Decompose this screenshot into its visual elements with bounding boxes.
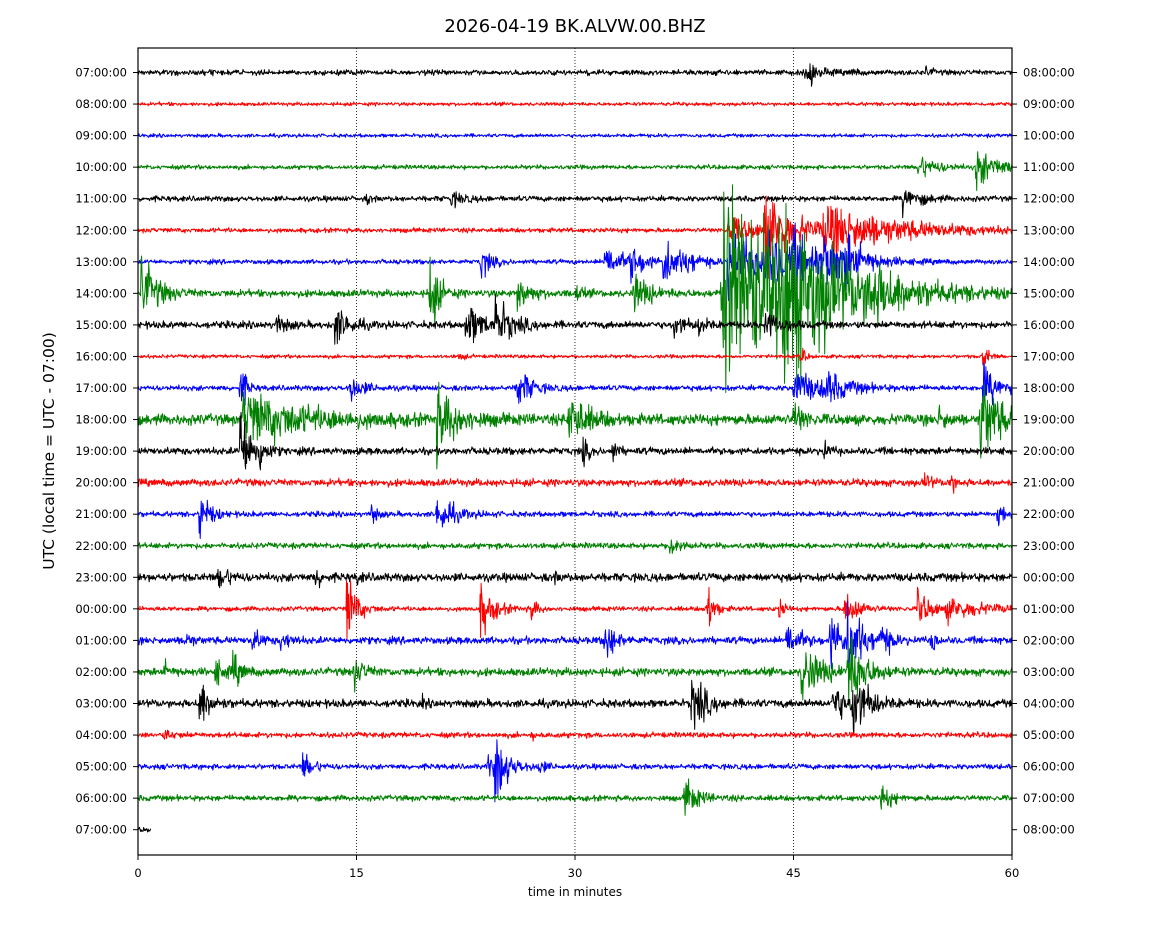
trace-line — [137, 568, 1013, 589]
y-tick-label-right: 07:00:00 — [1023, 791, 1075, 805]
y-tick-label-left: 20:00:00 — [75, 476, 127, 490]
y-tick-label-right: 16:00:00 — [1023, 318, 1075, 332]
x-tick-label: 0 — [134, 866, 141, 880]
ticks-layer: 07:00:00 08:00:00 08:00:00 09:00:00 09:00:00… — [75, 66, 1074, 881]
trace-line — [137, 580, 1013, 641]
y-tick-label-right: 13:00:00 — [1023, 223, 1075, 237]
trace-line — [137, 739, 1012, 803]
y-tick-label-left: 22:00:00 — [75, 539, 127, 553]
x-tick-label: 30 — [568, 866, 583, 880]
y-tick-label-right: 06:00:00 — [1023, 760, 1075, 774]
y-tick-label-left: 03:00:00 — [75, 697, 127, 711]
y-tick-label-left: 04:00:00 — [75, 728, 127, 742]
y-tick-label-left: 18:00:00 — [75, 413, 127, 427]
y-tick-label-right: 18:00:00 — [1023, 381, 1075, 395]
x-tick-label: 60 — [1005, 866, 1020, 880]
x-axis-label: time in minutes — [528, 885, 622, 899]
y-tick-label-left: 07:00:00 — [75, 823, 127, 837]
chart-title: 2026-04-19 BK.ALVW.00.BHZ — [444, 16, 706, 37]
y-tick-label-left: 01:00:00 — [75, 633, 127, 647]
y-tick-label-left: 12:00:00 — [75, 223, 127, 237]
y-tick-label-right: 10:00:00 — [1023, 129, 1075, 143]
y-tick-label-left: 11:00:00 — [75, 192, 127, 206]
y-tick-label-right: 09:00:00 — [1023, 97, 1075, 111]
y-tick-label-left: 09:00:00 — [75, 129, 127, 143]
y-tick-label-right: 01:00:00 — [1023, 602, 1075, 616]
y-tick-label-right: 00:00:00 — [1023, 570, 1075, 584]
trace-line — [137, 101, 1013, 107]
y-tick-label-right: 23:00:00 — [1023, 539, 1075, 553]
y-tick-label-left: 13:00:00 — [75, 255, 127, 269]
y-tick-label-right: 19:00:00 — [1023, 413, 1075, 427]
y-tick-label-left: 02:00:00 — [75, 665, 127, 679]
x-tick-label: 15 — [349, 866, 364, 880]
y-tick-label-right: 03:00:00 — [1023, 665, 1075, 679]
y-tick-label-left: 16:00:00 — [75, 349, 127, 363]
y-tick-label-left: 07:00:00 — [75, 66, 127, 80]
y-tick-label-left: 05:00:00 — [75, 760, 127, 774]
trace-line — [137, 222, 1013, 301]
y-tick-label-left: 10:00:00 — [75, 160, 127, 174]
trace-line — [137, 195, 1013, 279]
y-tick-label-right: 04:00:00 — [1023, 697, 1075, 711]
y-tick-label-right: 02:00:00 — [1023, 633, 1075, 647]
trace-line — [137, 539, 1013, 554]
y-axis-label: UTC (local time = UTC - 07:00) — [40, 332, 58, 570]
y-tick-label-right: 08:00:00 — [1023, 66, 1075, 80]
trace-line — [137, 381, 1013, 470]
y-tick-label-right: 08:00:00 — [1023, 823, 1075, 837]
y-tick-label-left: 23:00:00 — [75, 570, 127, 584]
trace-line — [137, 294, 1013, 345]
trace-line — [137, 499, 1013, 539]
trace-line — [137, 347, 1013, 366]
y-tick-label-right: 11:00:00 — [1023, 160, 1075, 174]
y-tick-label-left: 15:00:00 — [75, 318, 127, 332]
y-tick-label-left: 21:00:00 — [75, 507, 127, 521]
y-tick-label-right: 17:00:00 — [1023, 349, 1075, 363]
y-tick-label-right: 14:00:00 — [1023, 255, 1075, 269]
trace-line — [137, 679, 1013, 736]
y-tick-label-right: 22:00:00 — [1023, 507, 1075, 521]
y-tick-label-left: 00:00:00 — [75, 602, 127, 616]
x-tick-label: 45 — [786, 866, 801, 880]
y-tick-label-left: 17:00:00 — [75, 381, 127, 395]
trace-line — [137, 826, 152, 833]
trace-line — [137, 778, 1013, 816]
trace-line — [137, 600, 1013, 669]
trace-line — [137, 636, 1013, 707]
y-tick-label-left: 19:00:00 — [75, 444, 127, 458]
y-tick-label-left: 14:00:00 — [75, 286, 127, 300]
y-tick-label-right: 20:00:00 — [1023, 444, 1075, 458]
y-tick-label-right: 12:00:00 — [1023, 192, 1075, 206]
y-tick-label-left: 08:00:00 — [75, 97, 127, 111]
trace-line — [137, 362, 1013, 406]
trace-line — [137, 412, 1013, 471]
grid-layer — [356, 48, 794, 855]
y-tick-label-left: 06:00:00 — [75, 791, 127, 805]
y-tick-label-right: 15:00:00 — [1023, 286, 1075, 300]
y-tick-label-right: 21:00:00 — [1023, 476, 1075, 490]
y-tick-label-right: 05:00:00 — [1023, 728, 1075, 742]
